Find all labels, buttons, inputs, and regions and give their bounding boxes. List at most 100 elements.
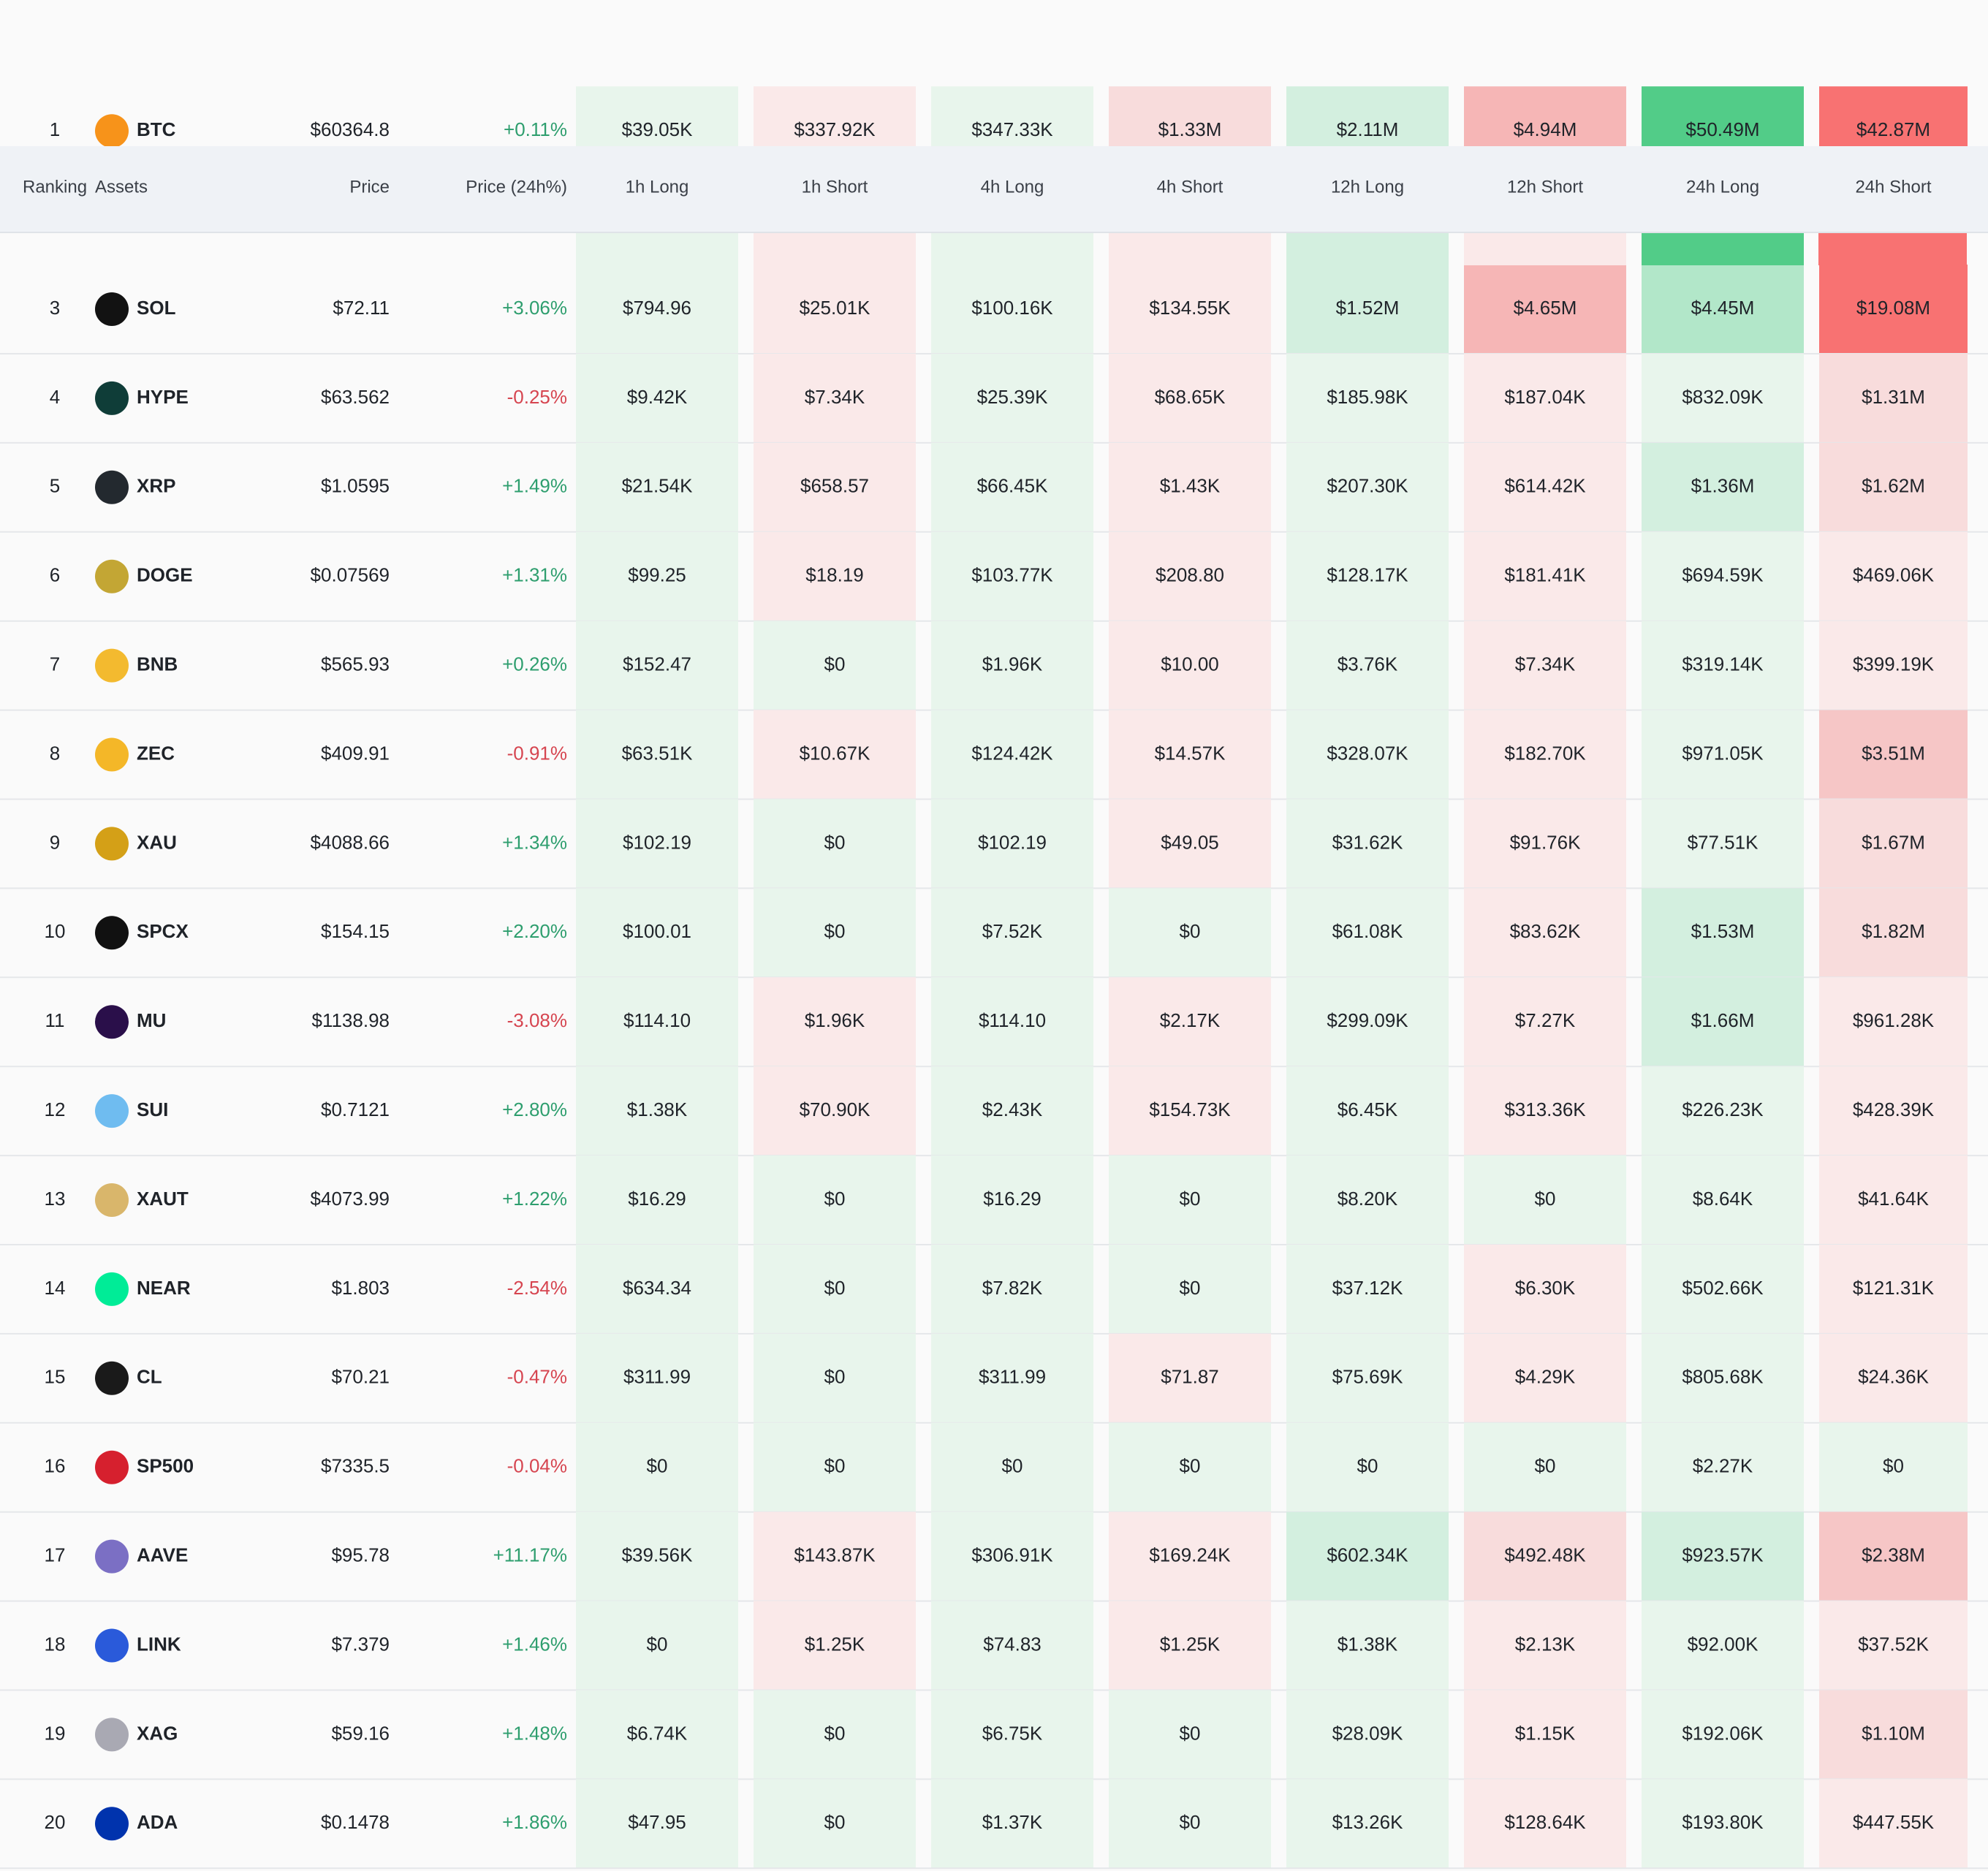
rank: 11 (45, 1009, 65, 1031)
cell-background (1819, 1333, 1968, 1423)
liquidation-value: $694.59K (1682, 564, 1764, 586)
cell-background (1286, 442, 1449, 532)
cell-background (1464, 1422, 1626, 1512)
liquidation-value: $143.87K (794, 1544, 876, 1566)
cell-background (931, 1155, 1093, 1245)
liquidation-value: $207.30K (1327, 475, 1408, 497)
asset-name: ZEC (137, 742, 175, 764)
cell-background (931, 1333, 1093, 1423)
liquidation-value: $1.25K (1160, 1633, 1221, 1655)
liquidation-value: $154.73K (1149, 1098, 1231, 1120)
cell-background (1109, 353, 1271, 443)
cell-background (754, 1779, 916, 1869)
cell-background (1819, 1422, 1968, 1512)
cell-background (1109, 1511, 1271, 1601)
price-change: +1.31% (502, 564, 567, 586)
cell-background (1642, 1333, 1804, 1423)
column-header: 24h Long (1686, 177, 1759, 197)
liquidation-value: $1.37K (982, 1811, 1043, 1833)
cell-background (576, 1244, 738, 1334)
liquidation-value: $50.49M (1685, 118, 1759, 140)
liquidation-value: $10.00 (1161, 653, 1219, 675)
column-header: 12h Long (1331, 177, 1404, 197)
column-header: Ranking (23, 177, 87, 197)
liquidation-value: $832.09K (1682, 386, 1764, 408)
liquidation-value: $4.65M (1514, 297, 1577, 319)
cell-background (931, 265, 1093, 354)
asset-name: AAVE (137, 1544, 188, 1566)
cell-background (1109, 1779, 1271, 1869)
liquidation-value: $0 (824, 1277, 846, 1299)
rank: 3 (50, 297, 60, 319)
liquidation-value: $0 (1180, 1722, 1201, 1744)
liquidation-value: $0 (1180, 1188, 1201, 1210)
cell-background (576, 531, 738, 621)
asset-name: CL (137, 1366, 162, 1388)
price-change: +1.48% (502, 1722, 567, 1744)
price-change: +0.26% (502, 653, 567, 675)
liquidation-value: $92.00K (1688, 1633, 1759, 1655)
asset-icon (95, 1272, 129, 1306)
rank: 7 (50, 653, 60, 675)
rank: 18 (45, 1633, 66, 1655)
liquidation-value: $0 (647, 1633, 668, 1655)
cell-background (1642, 620, 1804, 710)
cell-background (576, 442, 738, 532)
cell-background (931, 799, 1093, 889)
cell-background (1464, 1779, 1626, 1869)
cell-background (1464, 1155, 1626, 1245)
liquidation-value: $8.20K (1338, 1188, 1398, 1210)
liquidation-value: $0 (824, 653, 846, 675)
liquidation-value: $6.45K (1338, 1098, 1398, 1120)
asset-name: MU (137, 1009, 166, 1031)
cell-background (754, 620, 916, 710)
asset-icon (95, 470, 129, 504)
liquidation-value: $25.39K (977, 386, 1049, 408)
hidden-row-strip (576, 232, 1967, 265)
cell-background (1464, 1066, 1626, 1156)
price-change: -0.25% (507, 386, 567, 408)
cell-background (1286, 620, 1449, 710)
column-header: 12h Short (1507, 177, 1583, 197)
cell-background (1642, 1066, 1804, 1156)
price: $70.21 (331, 1366, 390, 1388)
price: $4088.66 (311, 831, 390, 853)
asset-name: SUI (137, 1098, 168, 1120)
cell-background (931, 1066, 1093, 1156)
price: $60364.8 (311, 118, 390, 140)
liquidation-value: $7.34K (805, 386, 865, 408)
rank: 4 (50, 386, 60, 408)
cell-background (1286, 710, 1449, 800)
asset-icon (95, 1718, 129, 1752)
liquidation-value: $91.76K (1510, 831, 1582, 853)
liquidation-value: $114.10 (979, 1009, 1046, 1031)
asset-name: XAUT (137, 1188, 189, 1210)
cell-background (1819, 1155, 1968, 1245)
asset-name: HYPE (137, 386, 189, 408)
table-body: 1 BTC $60364.8 +0.11% $39.05K $337.92K $347.33… (0, 86, 1988, 1870)
column-header: 4h Short (1157, 177, 1223, 197)
cell-background (1819, 1511, 1968, 1601)
liquidation-value: $181.41K (1504, 564, 1586, 586)
rank: 20 (45, 1811, 66, 1833)
liquidation-value: $9.42K (627, 386, 688, 408)
cell-background (1819, 442, 1968, 532)
cell-background (1464, 620, 1626, 710)
cell-background (931, 1601, 1093, 1690)
price: $7.379 (331, 1633, 390, 1655)
price: $95.78 (331, 1544, 390, 1566)
cell (1109, 232, 1271, 265)
price-change: -0.91% (507, 742, 567, 764)
asset-icon (95, 1361, 129, 1395)
table-row: 13 XAUT $4073.99 +1.22% $16.29 $0 $16.29 $0 $8.2… (0, 1155, 1988, 1245)
liquidation-value: $337.92K (794, 118, 876, 140)
cell-background (1109, 1333, 1271, 1423)
liquidation-value: $2.11M (1337, 118, 1399, 140)
liquidation-value: $7.52K (982, 920, 1043, 942)
price: $7335.5 (321, 1455, 390, 1477)
cell (1286, 232, 1449, 265)
asset-name: LINK (137, 1633, 181, 1655)
cell-background (576, 265, 738, 354)
cell-background (1109, 1066, 1271, 1156)
liquidation-value: $0 (1002, 1455, 1023, 1477)
